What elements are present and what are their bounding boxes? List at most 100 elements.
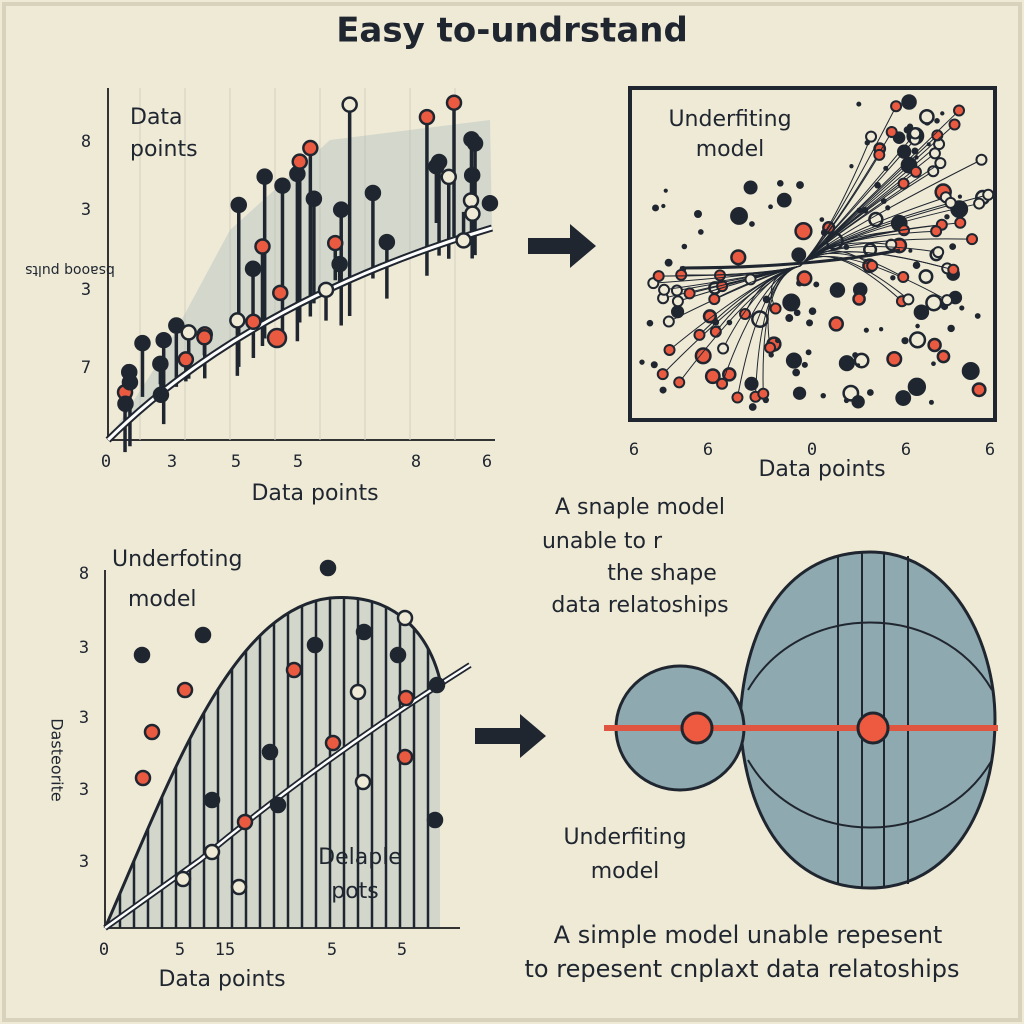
- caption: unable to r: [542, 529, 663, 554]
- dot: [785, 314, 794, 322]
- dot: [974, 313, 981, 319]
- fan-line: [799, 183, 904, 267]
- dot: [852, 352, 859, 359]
- dot: [664, 258, 673, 267]
- dot: [709, 325, 722, 338]
- dot: [768, 204, 773, 210]
- dot: [704, 368, 721, 385]
- panel-1: [105, 88, 499, 453]
- dot: [757, 387, 770, 400]
- dot: [785, 352, 802, 369]
- dot: [428, 676, 446, 694]
- dot: [364, 184, 382, 202]
- dot: [717, 342, 730, 355]
- dot: [931, 361, 936, 367]
- dot: [272, 284, 289, 302]
- dot: [659, 386, 667, 394]
- dot: [806, 319, 814, 327]
- dot: [708, 293, 721, 306]
- dot: [681, 243, 688, 250]
- dot: [769, 302, 782, 315]
- dot: [743, 180, 758, 195]
- dot: [661, 203, 666, 209]
- panel-label: Underfiting: [563, 825, 686, 850]
- dot: [230, 878, 248, 896]
- dot: [726, 319, 733, 326]
- dot: [440, 168, 457, 186]
- dot: [326, 234, 344, 252]
- dot: [953, 104, 966, 117]
- dot: [266, 327, 288, 349]
- fan-line: [799, 230, 937, 267]
- dot: [652, 204, 660, 212]
- panel-4: [604, 550, 998, 890]
- dot: [341, 96, 358, 113]
- dot: [890, 275, 896, 281]
- label-backdrop: [642, 100, 822, 172]
- dot: [901, 94, 917, 110]
- dot: [134, 334, 151, 352]
- fan-line: [722, 265, 801, 349]
- dot: [813, 281, 820, 288]
- center-dot: [856, 711, 890, 745]
- dot: [349, 683, 367, 701]
- dot: [481, 194, 499, 212]
- dot: [936, 349, 951, 364]
- panel-label: points: [130, 137, 198, 162]
- caption: A snaple model: [555, 495, 725, 520]
- dot: [863, 327, 869, 333]
- dot: [873, 148, 886, 161]
- dot: [693, 328, 706, 341]
- dot: [805, 349, 812, 356]
- dot: [748, 403, 757, 411]
- dot: [697, 229, 704, 235]
- dot: [895, 390, 912, 406]
- dot: [117, 395, 134, 412]
- dot: [793, 309, 801, 317]
- dot: [966, 233, 979, 246]
- dot: [317, 281, 335, 299]
- y-tick-label: 3: [81, 280, 91, 300]
- x-tick-label: 6: [901, 440, 911, 460]
- dot: [902, 293, 915, 306]
- dot: [829, 282, 846, 298]
- dot: [776, 180, 784, 187]
- dot: [254, 238, 271, 255]
- dot: [203, 791, 221, 809]
- dot: [852, 292, 866, 306]
- x-tick-label: 0: [807, 440, 817, 460]
- dot: [196, 329, 213, 346]
- dot: [121, 374, 139, 391]
- dot: [918, 269, 934, 285]
- dot: [808, 307, 817, 315]
- dot: [389, 646, 407, 664]
- dot: [463, 166, 481, 184]
- dot: [177, 351, 195, 368]
- y-tick-label: 3: [79, 638, 89, 658]
- caption: the shape: [607, 561, 716, 586]
- fan-line: [799, 105, 897, 267]
- dot: [396, 609, 414, 627]
- dot: [791, 247, 807, 263]
- caption: data relatoships: [551, 593, 728, 618]
- x-tick-label: 0: [101, 452, 111, 472]
- dot: [838, 355, 855, 372]
- dot: [332, 201, 350, 218]
- x-tick-label: 8: [411, 452, 421, 472]
- dot: [305, 190, 323, 208]
- dot: [230, 196, 248, 214]
- dot: [662, 315, 675, 328]
- dot: [897, 271, 910, 284]
- dot: [906, 123, 914, 130]
- dot: [886, 350, 903, 367]
- dot: [971, 382, 987, 398]
- dot: [940, 111, 945, 116]
- dot: [256, 168, 273, 185]
- dot: [909, 127, 922, 140]
- dot: [426, 811, 444, 829]
- dot: [445, 94, 463, 111]
- x-tick-label: 6: [629, 440, 639, 460]
- y-axis-label: Dasteorite: [48, 718, 67, 802]
- dot: [934, 157, 947, 170]
- dot: [796, 181, 804, 189]
